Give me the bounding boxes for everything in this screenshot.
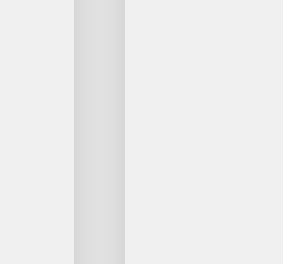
Bar bbox=[74, 0, 125, 264]
